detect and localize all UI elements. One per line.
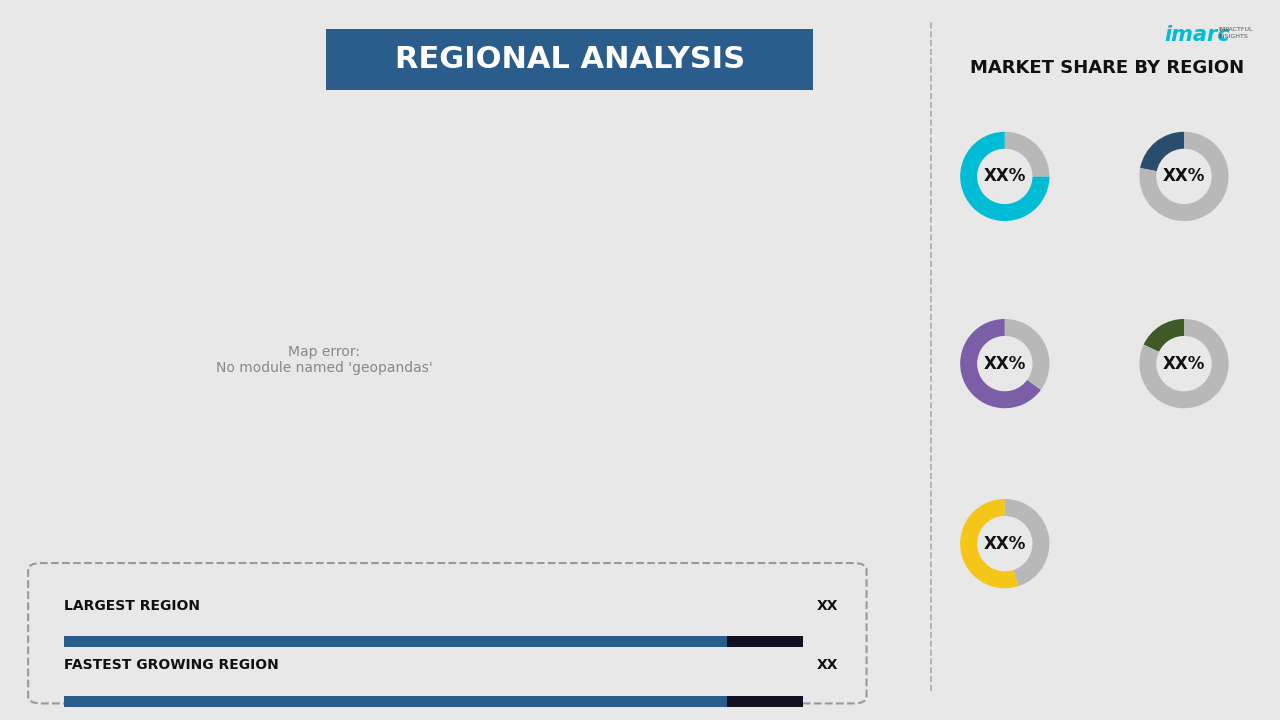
FancyBboxPatch shape xyxy=(28,563,867,703)
Text: FASTEST GROWING REGION: FASTEST GROWING REGION xyxy=(64,658,279,672)
Text: XX: XX xyxy=(817,658,838,672)
Text: imarc: imarc xyxy=(1165,25,1230,45)
Wedge shape xyxy=(960,319,1041,408)
Wedge shape xyxy=(960,499,1019,588)
Wedge shape xyxy=(960,132,1050,221)
Text: XX: XX xyxy=(817,598,838,613)
Wedge shape xyxy=(1140,132,1184,171)
Text: IMPACTFUL
INSIGHTS: IMPACTFUL INSIGHTS xyxy=(1219,27,1253,39)
FancyBboxPatch shape xyxy=(727,636,803,647)
FancyBboxPatch shape xyxy=(727,696,803,706)
Text: Map error:
No module named 'geopandas': Map error: No module named 'geopandas' xyxy=(216,345,433,375)
Wedge shape xyxy=(1139,132,1229,221)
Wedge shape xyxy=(1005,319,1050,390)
Text: XX%: XX% xyxy=(1162,167,1206,185)
Wedge shape xyxy=(1139,319,1229,408)
Text: XX%: XX% xyxy=(1162,355,1206,373)
Text: MARKET SHARE BY REGION: MARKET SHARE BY REGION xyxy=(970,59,1244,77)
Text: REGIONAL ANALYSIS: REGIONAL ANALYSIS xyxy=(394,45,745,74)
Text: XX%: XX% xyxy=(983,167,1027,185)
FancyBboxPatch shape xyxy=(64,636,727,647)
FancyBboxPatch shape xyxy=(64,696,727,706)
Text: LARGEST REGION: LARGEST REGION xyxy=(64,598,200,613)
Text: XX%: XX% xyxy=(983,534,1027,553)
Wedge shape xyxy=(1005,132,1050,176)
Wedge shape xyxy=(1143,319,1184,352)
Text: XX%: XX% xyxy=(983,355,1027,373)
Wedge shape xyxy=(1005,499,1050,586)
FancyBboxPatch shape xyxy=(326,29,813,90)
